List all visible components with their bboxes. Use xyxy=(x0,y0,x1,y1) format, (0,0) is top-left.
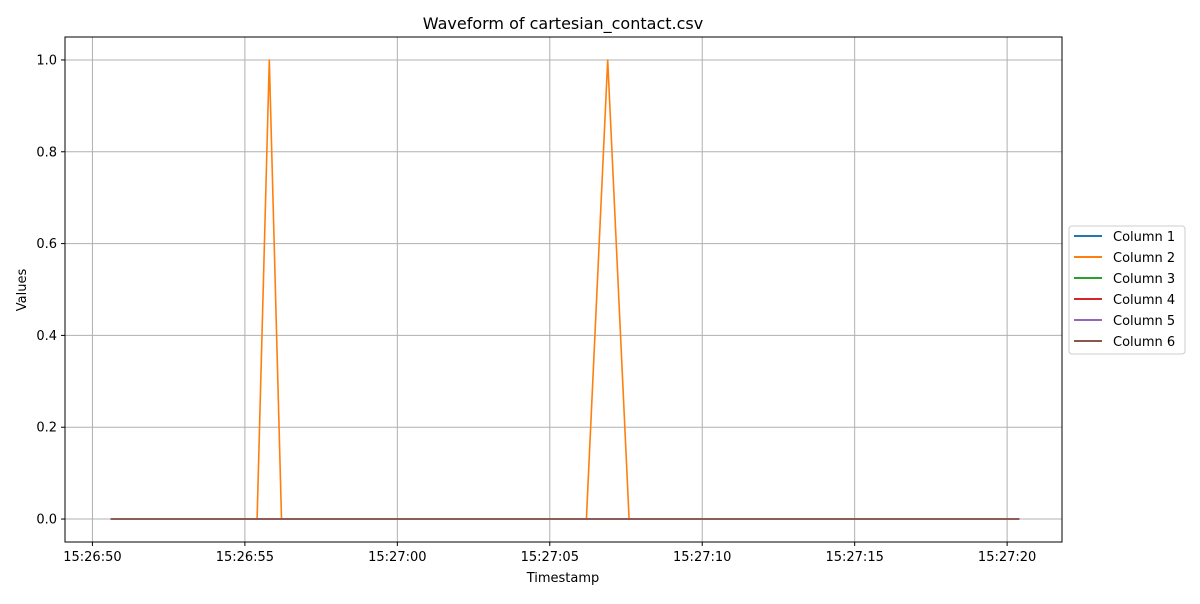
legend-label: Column 6 xyxy=(1113,335,1175,350)
grid-layer xyxy=(65,37,1062,542)
tick-layer: 15:26:50 15:26:55 15:27:00 15:27:05 15:27:10… xyxy=(36,53,1036,565)
x-tick-label: 15:27:05 xyxy=(521,550,579,565)
x-tick-label: 15:26:55 xyxy=(216,550,274,565)
y-tick-label: 0.6 xyxy=(36,237,57,252)
legend: Column 1 Column 2 Column 3 Column 4 Column 5… xyxy=(1068,225,1186,355)
legend-label: Column 1 xyxy=(1113,230,1175,245)
x-tick-label: 15:26:50 xyxy=(63,550,121,565)
x-tick-label: 15:27:15 xyxy=(825,550,883,565)
y-tick-label: 0.2 xyxy=(36,421,57,436)
legend-label: Column 2 xyxy=(1113,251,1175,266)
y-tick-label: 0.4 xyxy=(36,329,57,344)
chart-title: Waveform of cartesian_contact.csv xyxy=(423,14,703,34)
y-tick-label: 0.8 xyxy=(36,145,57,160)
legend-label: Column 4 xyxy=(1113,293,1175,308)
legend-label: Column 5 xyxy=(1113,314,1175,329)
series-layer xyxy=(110,59,1020,520)
x-tick-label: 15:27:10 xyxy=(673,550,731,565)
x-axis-label: Timestamp xyxy=(526,571,600,586)
y-axis-label: Values xyxy=(15,269,30,312)
x-tick-label: 15:27:20 xyxy=(978,550,1036,565)
y-tick-label: 0.0 xyxy=(36,513,57,528)
series-line-column-2 xyxy=(110,59,1020,520)
x-tick-label: 15:27:00 xyxy=(368,550,426,565)
y-tick-label: 1.0 xyxy=(36,53,57,68)
plot-frame xyxy=(64,36,1063,543)
legend-label: Column 3 xyxy=(1113,272,1175,287)
